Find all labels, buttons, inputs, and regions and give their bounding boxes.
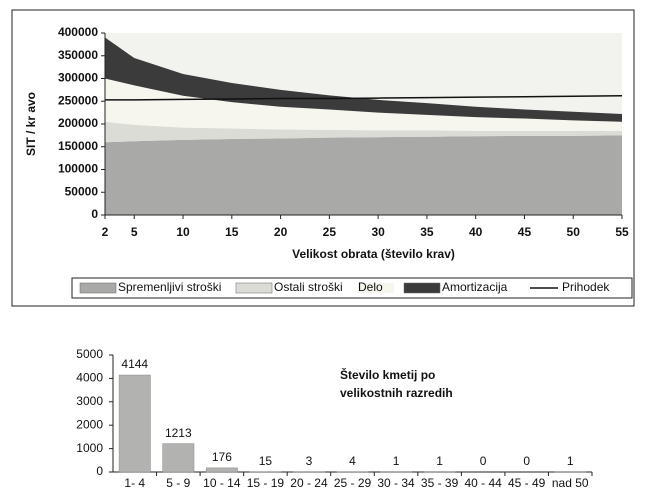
- legend-label: Prihodek: [562, 280, 610, 294]
- data-label: 15: [259, 454, 273, 468]
- legend-label: Spremenljivi stroški: [118, 280, 221, 294]
- bar: [205, 467, 238, 473]
- area: [105, 37, 622, 122]
- data-label: 1: [393, 454, 400, 468]
- x-tick-label: 30: [371, 225, 385, 239]
- data-label: 176: [212, 450, 232, 464]
- chart-title: velikostnih razredih: [340, 386, 453, 400]
- area: [105, 78, 622, 131]
- data-label: 1213: [165, 426, 192, 440]
- y-tick-label: 50000: [65, 184, 99, 198]
- x-tick-label: 10 - 14: [203, 476, 241, 490]
- data-label: 0: [523, 454, 530, 468]
- bar: [118, 374, 151, 473]
- bar: [162, 443, 195, 473]
- y-tick-label: 200000: [58, 116, 98, 130]
- x-tick-label: 10: [176, 225, 190, 239]
- legend-frame: [71, 277, 633, 299]
- y-tick-label: 0: [91, 207, 98, 221]
- x-tick-label: 5: [131, 225, 138, 239]
- x-tick-label: 2: [102, 225, 109, 239]
- x-tick-label: 20 - 24: [290, 476, 328, 490]
- y-tick-label: 4000: [76, 371, 103, 385]
- x-tick-label: 40 - 44: [464, 476, 502, 490]
- data-label: 3: [306, 454, 313, 468]
- x-tick-label: 25: [323, 225, 337, 239]
- x-tick-label: 15 - 19: [247, 476, 285, 490]
- y-tick-label: 5000: [76, 347, 103, 361]
- legend-swatch: [358, 283, 394, 293]
- x-tick-label: 35: [420, 225, 434, 239]
- data-label: 0: [480, 454, 487, 468]
- legend-swatch: [403, 282, 441, 294]
- area: [105, 121, 622, 143]
- revenue-line: [105, 95, 623, 101]
- area: [105, 135, 622, 215]
- y-tick-label: 100000: [58, 162, 98, 176]
- x-tick-label: 25 - 29: [334, 476, 372, 490]
- y-tick-label: 2000: [76, 417, 103, 431]
- x-tick-label: 15: [225, 225, 239, 239]
- y-tick-label: 350000: [58, 48, 98, 62]
- x-tick-label: 55: [615, 225, 629, 239]
- legend-swatch: [79, 282, 117, 294]
- y-tick-label: 3000: [76, 394, 103, 408]
- data-label: 4: [349, 454, 356, 468]
- x-tick-label: 45: [518, 225, 532, 239]
- data-label: 4144: [121, 357, 148, 371]
- legend-label: Ostali stroški: [274, 280, 343, 294]
- x-tick-label: 40: [469, 225, 483, 239]
- legend-swatch: [235, 282, 273, 294]
- y-tick-label: 400000: [58, 25, 98, 39]
- y-axis-label: SIT / kr avo: [24, 92, 38, 156]
- y-tick-label: 250000: [58, 93, 98, 107]
- x-tick-label: 35 - 39: [421, 476, 459, 490]
- y-tick-label: 0: [96, 464, 103, 478]
- legend-label: Amortizacija: [442, 280, 508, 294]
- x-tick-label: 50: [567, 225, 581, 239]
- x-tick-label: nad 50: [552, 476, 589, 490]
- x-tick-label: 5 - 9: [166, 476, 190, 490]
- y-tick-label: 150000: [58, 139, 98, 153]
- x-tick-label: 1- 4: [124, 476, 145, 490]
- y-tick-label: 300000: [58, 71, 98, 85]
- x-tick-label: 45 - 49: [508, 476, 546, 490]
- chart-frame: [11, 9, 635, 307]
- x-tick-label: 20: [274, 225, 288, 239]
- x-axis-label: Velikost obrata (število krav): [292, 247, 455, 261]
- legend-label: Delo: [358, 280, 383, 294]
- x-tick-label: 30 - 34: [377, 476, 415, 490]
- data-label: 1: [567, 454, 574, 468]
- y-tick-label: 1000: [76, 441, 103, 455]
- data-label: 1: [436, 454, 443, 468]
- chart-title: Število kmetij po: [340, 367, 435, 382]
